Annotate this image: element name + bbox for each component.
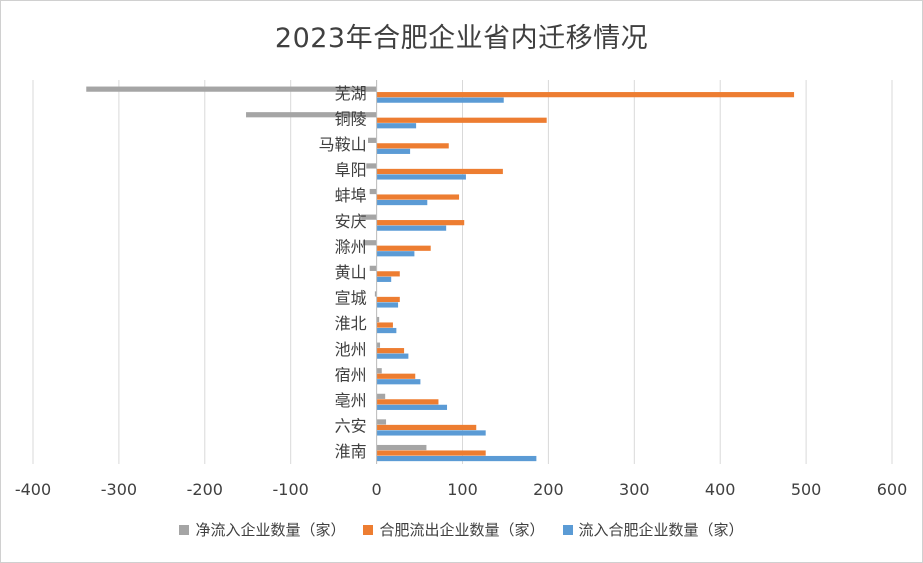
bar-0-9 (376, 316, 380, 323)
x-tick-label-5: 100 (447, 480, 478, 499)
x-tick-label-7: 300 (619, 480, 650, 499)
bar-2-3 (376, 174, 466, 180)
bar-0-1 (246, 112, 377, 118)
category-label-5: 安庆 (335, 212, 367, 231)
bar-2-14 (376, 455, 537, 462)
x-tick-label-2: -200 (187, 480, 223, 499)
category-label-12: 亳州 (335, 391, 367, 410)
bar-1-10 (376, 348, 405, 354)
bar-0-7 (369, 265, 377, 271)
category-label-9: 淮北 (335, 314, 367, 333)
category-label-10: 池州 (335, 340, 367, 359)
bar-0-5 (361, 214, 377, 220)
bar-2-9 (376, 327, 397, 334)
bar-1-9 (376, 322, 393, 328)
bar-0-13 (376, 419, 387, 425)
legend-label-0: 净流入企业数量（家） (195, 521, 346, 539)
category-label-13: 六安 (335, 417, 367, 436)
bar-0-10 (376, 342, 381, 348)
bar-2-2 (376, 148, 411, 154)
legend-label-1: 合肥流出企业数量（家） (379, 521, 545, 539)
bar-1-4 (376, 194, 460, 200)
category-label-7: 黄山 (335, 263, 367, 282)
bar-1-3 (376, 168, 503, 175)
category-label-8: 宣城 (335, 289, 367, 308)
bar-1-11 (376, 373, 416, 379)
category-label-3: 阜阳 (335, 161, 367, 180)
bar-0-14 (376, 444, 427, 451)
x-tick-label-10: 600 (877, 480, 908, 499)
bar-1-12 (376, 399, 439, 405)
legend-swatch-1 (363, 524, 374, 535)
bar-0-0 (86, 86, 377, 92)
bar-0-2 (368, 137, 377, 143)
legend-swatch-2 (562, 524, 573, 535)
bar-1-0 (376, 92, 795, 98)
x-tick-label-6: 200 (533, 480, 564, 499)
x-tick-label-4: 0 (372, 480, 382, 499)
bar-1-5 (376, 220, 465, 226)
bar-1-8 (376, 296, 400, 303)
bar-2-0 (376, 97, 504, 103)
legend-item-1: 合肥流出企业数量（家） (363, 519, 545, 540)
bar-1-2 (376, 143, 449, 149)
category-label-11: 宿州 (335, 365, 367, 384)
bar-2-5 (376, 225, 447, 231)
bar-0-4 (369, 188, 377, 195)
bar-2-6 (376, 251, 415, 257)
bar-2-8 (376, 302, 399, 308)
bar-0-6 (362, 240, 377, 246)
bar-0-12 (376, 393, 386, 399)
bar-1-1 (376, 117, 547, 123)
category-label-6: 滁州 (335, 237, 367, 256)
legend-label-2: 流入合肥企业数量（家） (578, 521, 744, 539)
category-label-1: 铜陵 (335, 109, 367, 128)
category-label-2: 马鞍山 (319, 135, 367, 154)
category-label-14: 淮南 (335, 442, 367, 461)
legend-swatch-0 (179, 524, 190, 535)
bar-2-1 (376, 123, 417, 129)
bar-2-7 (376, 276, 392, 282)
legend: 净流入企业数量（家） 合肥流出企业数量（家） 流入合肥企业数量（家） (0, 519, 923, 540)
bar-2-11 (376, 379, 421, 385)
x-tick-label-9: 500 (791, 480, 822, 499)
bar-0-8 (374, 291, 377, 297)
x-tick-label-3: -100 (273, 480, 309, 499)
bar-2-12 (376, 404, 448, 410)
category-label-4: 蚌埠 (335, 186, 367, 205)
legend-item-2: 流入合肥企业数量（家） (562, 519, 744, 540)
bar-2-10 (376, 353, 409, 359)
chart-title: 2023年合肥企业省内迁移情况 (274, 23, 649, 54)
x-tick-label-1: -300 (101, 480, 137, 499)
bar-1-7 (376, 271, 400, 277)
bar-2-13 (376, 430, 486, 436)
bar-0-3 (366, 163, 377, 169)
x-tick-label-8: 400 (705, 480, 736, 499)
category-label-0: 芜湖 (335, 84, 367, 103)
bar-1-6 (376, 245, 431, 251)
x-tick-label-0: -400 (15, 480, 51, 499)
bar-0-11 (376, 368, 382, 374)
bar-2-4 (376, 199, 428, 206)
bar-1-13 (376, 424, 477, 431)
bar-1-14 (376, 450, 486, 456)
legend-item-0: 净流入企业数量（家） (179, 519, 345, 540)
